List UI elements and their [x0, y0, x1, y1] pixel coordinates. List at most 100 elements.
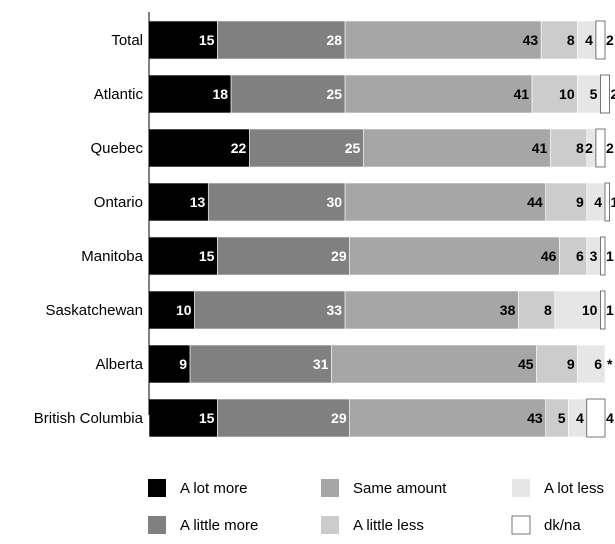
bar-a-lot-more-saskatchewan: [148, 290, 195, 330]
bar-dk-na-manitoba: [600, 236, 606, 276]
value-label-dk-na-saskatchewan: 1: [606, 302, 614, 318]
value-label-a-lot-less-saskatchewan: 10: [582, 302, 598, 318]
legend-label-a-lot-less: A lot less: [544, 480, 604, 497]
value-label-a-lot-more-manitoba: 15: [199, 248, 215, 264]
legend-label-a-little-less: A little less: [353, 517, 424, 534]
bar-dk-na-total: [595, 20, 606, 60]
bar-a-little-more-atlantic: [230, 74, 346, 114]
value-label-a-little-less-alberta: 9: [567, 356, 575, 372]
value-label-a-little-more-quebec: 25: [345, 140, 361, 156]
value-label-a-little-less-saskatchewan: 8: [544, 302, 552, 318]
bar-a-lot-less-saskatchewan: [554, 290, 601, 330]
value-label-a-lot-more-atlantic: 18: [213, 86, 229, 102]
bar-a-little-more-total: [217, 20, 346, 60]
bar-a-lot-more-manitoba: [148, 236, 218, 276]
value-label-same-amount-total: 43: [523, 32, 539, 48]
value-label-a-lot-more-alberta: 9: [179, 356, 187, 372]
bar-a-little-less-ontario: [545, 182, 588, 222]
category-label-british-columbia: British Columbia: [34, 410, 144, 427]
bar-a-little-more-manitoba: [217, 236, 350, 276]
legend-label-a-lot-more: A lot more: [180, 480, 248, 497]
legend-swatch-same-amount: [321, 479, 339, 497]
bar-a-little-less-quebec: [549, 128, 588, 168]
value-label-a-little-more-total: 28: [327, 32, 343, 48]
bar-a-lot-more-atlantic: [148, 74, 232, 114]
value-label-same-amount-alberta: 45: [518, 356, 534, 372]
value-label-same-amount-ontario: 44: [527, 194, 543, 210]
legend: A lot more Same amount A lot less A little …: [148, 479, 604, 535]
value-label-a-little-less-total: 8: [567, 32, 575, 48]
bar-a-little-less-total: [540, 20, 578, 60]
bar-a-lot-more-british-columbia: [148, 398, 218, 438]
value-label-a-little-less-atlantic: 10: [559, 86, 575, 102]
category-label-alberta: Alberta: [95, 356, 143, 373]
value-label-dk-na-alberta: *: [607, 356, 613, 372]
value-label-same-amount-british-columbia: 43: [527, 410, 543, 426]
category-label-quebec: Quebec: [90, 140, 143, 157]
bar-same-amount-atlantic: [344, 74, 533, 114]
value-label-a-little-more-british-columbia: 29: [331, 410, 347, 426]
bar-same-amount-ontario: [344, 182, 547, 222]
bar-a-little-more-ontario: [207, 182, 346, 222]
value-label-same-amount-quebec: 41: [532, 140, 548, 156]
bar-a-little-less-saskatchewan: [518, 290, 556, 330]
category-label-total: Total: [111, 32, 143, 49]
bar-same-amount-saskatchewan: [344, 290, 519, 330]
bar-a-little-more-british-columbia: [217, 398, 350, 438]
value-label-a-little-less-ontario: 9: [576, 194, 584, 210]
bar-a-little-more-quebec: [249, 128, 364, 168]
value-label-dk-na-total: 2: [606, 32, 614, 48]
bar-a-lot-more-ontario: [148, 182, 209, 222]
value-label-a-lot-more-saskatchewan: 10: [176, 302, 192, 318]
legend-swatch-a-little-less: [321, 516, 339, 534]
legend-swatch-dk-na: [511, 515, 531, 535]
value-label-a-lot-less-quebec: 2: [585, 140, 593, 156]
value-label-a-little-less-manitoba: 6: [576, 248, 584, 264]
bar-same-amount-total: [344, 20, 542, 60]
value-label-a-lot-less-total: 4: [585, 32, 593, 48]
value-label-same-amount-saskatchewan: 38: [500, 302, 516, 318]
value-label-a-lot-more-ontario: 13: [190, 194, 206, 210]
bar-a-lot-less-alberta: [577, 344, 606, 384]
value-label-a-lot-less-manitoba: 3: [590, 248, 598, 264]
legend-label-a-little-more: A little more: [180, 517, 258, 534]
value-label-a-lot-more-quebec: 22: [231, 140, 247, 156]
value-label-a-lot-less-ontario: 4: [594, 194, 602, 210]
value-label-dk-na-manitoba: 1: [606, 248, 614, 264]
bar-a-little-more-alberta: [189, 344, 332, 384]
bar-a-lot-more-quebec: [148, 128, 250, 168]
bar-a-little-less-manitoba: [559, 236, 588, 276]
value-label-a-lot-more-total: 15: [199, 32, 215, 48]
value-label-a-little-more-atlantic: 25: [327, 86, 343, 102]
bar-a-little-less-alberta: [536, 344, 578, 384]
value-label-a-little-more-saskatchewan: 33: [327, 302, 343, 318]
bar-dk-na-atlantic: [600, 74, 610, 114]
legend-swatch-a-lot-less: [512, 479, 530, 497]
value-label-same-amount-atlantic: 41: [513, 86, 529, 102]
value-label-a-lot-less-alberta: 6: [594, 356, 602, 372]
value-label-a-little-more-manitoba: 29: [331, 248, 347, 264]
bar-dk-na-ontario: [604, 182, 610, 222]
category-label-manitoba: Manitoba: [81, 248, 143, 265]
value-label-dk-na-quebec: 2: [606, 140, 614, 156]
bar-a-little-less-atlantic: [531, 74, 578, 114]
value-label-a-little-less-quebec: 8: [576, 140, 584, 156]
bar-a-lot-more-alberta: [148, 344, 191, 384]
bar-same-amount-manitoba: [349, 236, 560, 276]
value-label-dk-na-ontario: 1: [611, 194, 615, 210]
bar-same-amount-british-columbia: [349, 398, 547, 438]
bar-a-lot-more-total: [148, 20, 218, 60]
value-label-a-little-more-alberta: 31: [313, 356, 329, 372]
bar-a-little-more-saskatchewan: [194, 290, 346, 330]
category-label-ontario: Ontario: [94, 194, 143, 211]
value-label-dk-na-atlantic: 2: [611, 86, 615, 102]
value-label-a-lot-less-british-columbia: 4: [576, 410, 584, 426]
legend-label-same-amount: Same amount: [353, 480, 447, 497]
category-label-atlantic: Atlantic: [94, 86, 144, 103]
bar-dk-na-saskatchewan: [600, 290, 606, 330]
bar-same-amount-quebec: [363, 128, 551, 168]
legend-swatch-a-little-more: [148, 516, 166, 534]
value-label-dk-na-british-columbia: 4: [606, 410, 614, 426]
